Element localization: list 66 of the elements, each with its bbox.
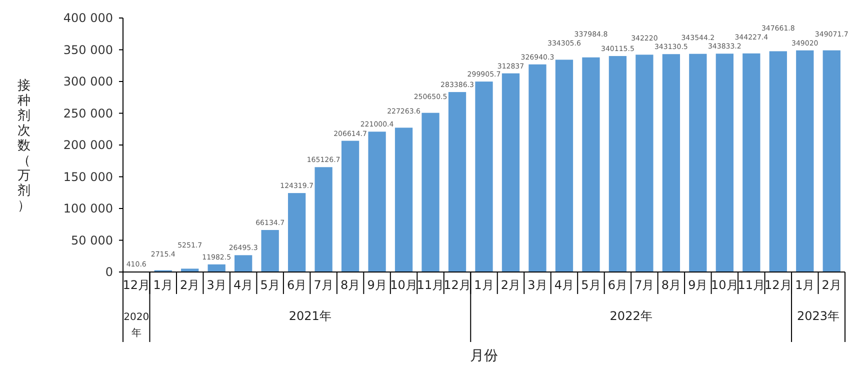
bar bbox=[769, 51, 787, 272]
bar bbox=[394, 128, 413, 272]
bar bbox=[288, 193, 306, 272]
bar bbox=[528, 64, 546, 272]
y-tick-label: 150 000 bbox=[63, 170, 113, 184]
x-tick-label: 11月 bbox=[416, 278, 444, 292]
x-tick-label: 12月 bbox=[122, 278, 150, 292]
x-tick-label: 9月 bbox=[688, 278, 708, 292]
bar bbox=[475, 82, 493, 272]
bar bbox=[662, 54, 680, 272]
x-tick-label: 5月 bbox=[581, 278, 601, 292]
x-tick-label: 7月 bbox=[314, 278, 334, 292]
x-tick-label: 2月 bbox=[500, 278, 521, 292]
text: 接种剂次数（万剂） bbox=[18, 78, 30, 214]
x-tick-label: 10月 bbox=[390, 278, 418, 292]
x-tick-label: 3月 bbox=[206, 278, 226, 292]
x-tick-label: 8月 bbox=[340, 278, 360, 292]
x-tick-label: 6月 bbox=[286, 278, 307, 292]
text: 2023年 bbox=[796, 309, 840, 323]
bar bbox=[742, 53, 760, 272]
y-tick-label: 200 000 bbox=[63, 138, 113, 152]
bar bbox=[796, 50, 814, 272]
text: 2022年 bbox=[610, 309, 652, 323]
bar bbox=[608, 56, 627, 272]
bar bbox=[234, 255, 252, 272]
y-tick-label: 400 000 bbox=[63, 11, 113, 26]
x-tick-label: 12月 bbox=[444, 278, 471, 292]
bar bbox=[422, 112, 440, 272]
x-tick-label: 2月 bbox=[822, 278, 842, 292]
bar bbox=[208, 264, 226, 272]
x-tick-label: 12月 bbox=[764, 278, 792, 292]
text: 2020年 bbox=[124, 312, 150, 339]
bar bbox=[261, 230, 279, 272]
y-tick-label: 350 000 bbox=[63, 42, 113, 57]
x-tick-label: 1月 bbox=[795, 278, 815, 292]
x-tick-label: 4月 bbox=[234, 278, 254, 292]
bar bbox=[716, 54, 734, 272]
x-tick-label: 2月 bbox=[180, 278, 200, 292]
x-tick-label: 3月 bbox=[528, 278, 548, 292]
bar bbox=[555, 60, 574, 272]
bar bbox=[822, 50, 840, 272]
x-tick-label: 4月 bbox=[554, 278, 574, 292]
bar bbox=[636, 54, 654, 272]
x-tick-label: 1月 bbox=[474, 278, 494, 292]
x-tick-label: 5月 bbox=[260, 278, 280, 292]
y-tick-label: 50 000 bbox=[71, 233, 113, 248]
x-tick-label: 1月 bbox=[153, 278, 173, 292]
y-tick-label: 300 000 bbox=[63, 74, 113, 89]
x-tick-label: 11月 bbox=[738, 278, 766, 292]
bar bbox=[448, 92, 466, 272]
bar bbox=[341, 140, 360, 272]
bar bbox=[502, 73, 520, 272]
x-tick-label: 8月 bbox=[661, 278, 682, 292]
x-tick-label: 10月 bbox=[711, 278, 738, 292]
y-tick-label: 250 000 bbox=[63, 106, 113, 120]
x-tick-label: 7月 bbox=[634, 278, 654, 292]
y-tick-label: 100 000 bbox=[63, 202, 113, 216]
bar bbox=[368, 132, 386, 272]
bar bbox=[314, 167, 332, 272]
y-tick-label: 0 bbox=[105, 265, 113, 280]
x-axis-title: 月份 bbox=[470, 348, 498, 364]
x-tick-label: 6月 bbox=[608, 278, 628, 292]
bar bbox=[689, 54, 707, 272]
bar bbox=[582, 57, 600, 272]
text: 2021年 bbox=[288, 309, 332, 323]
x-tick-label: 9月 bbox=[367, 278, 387, 292]
